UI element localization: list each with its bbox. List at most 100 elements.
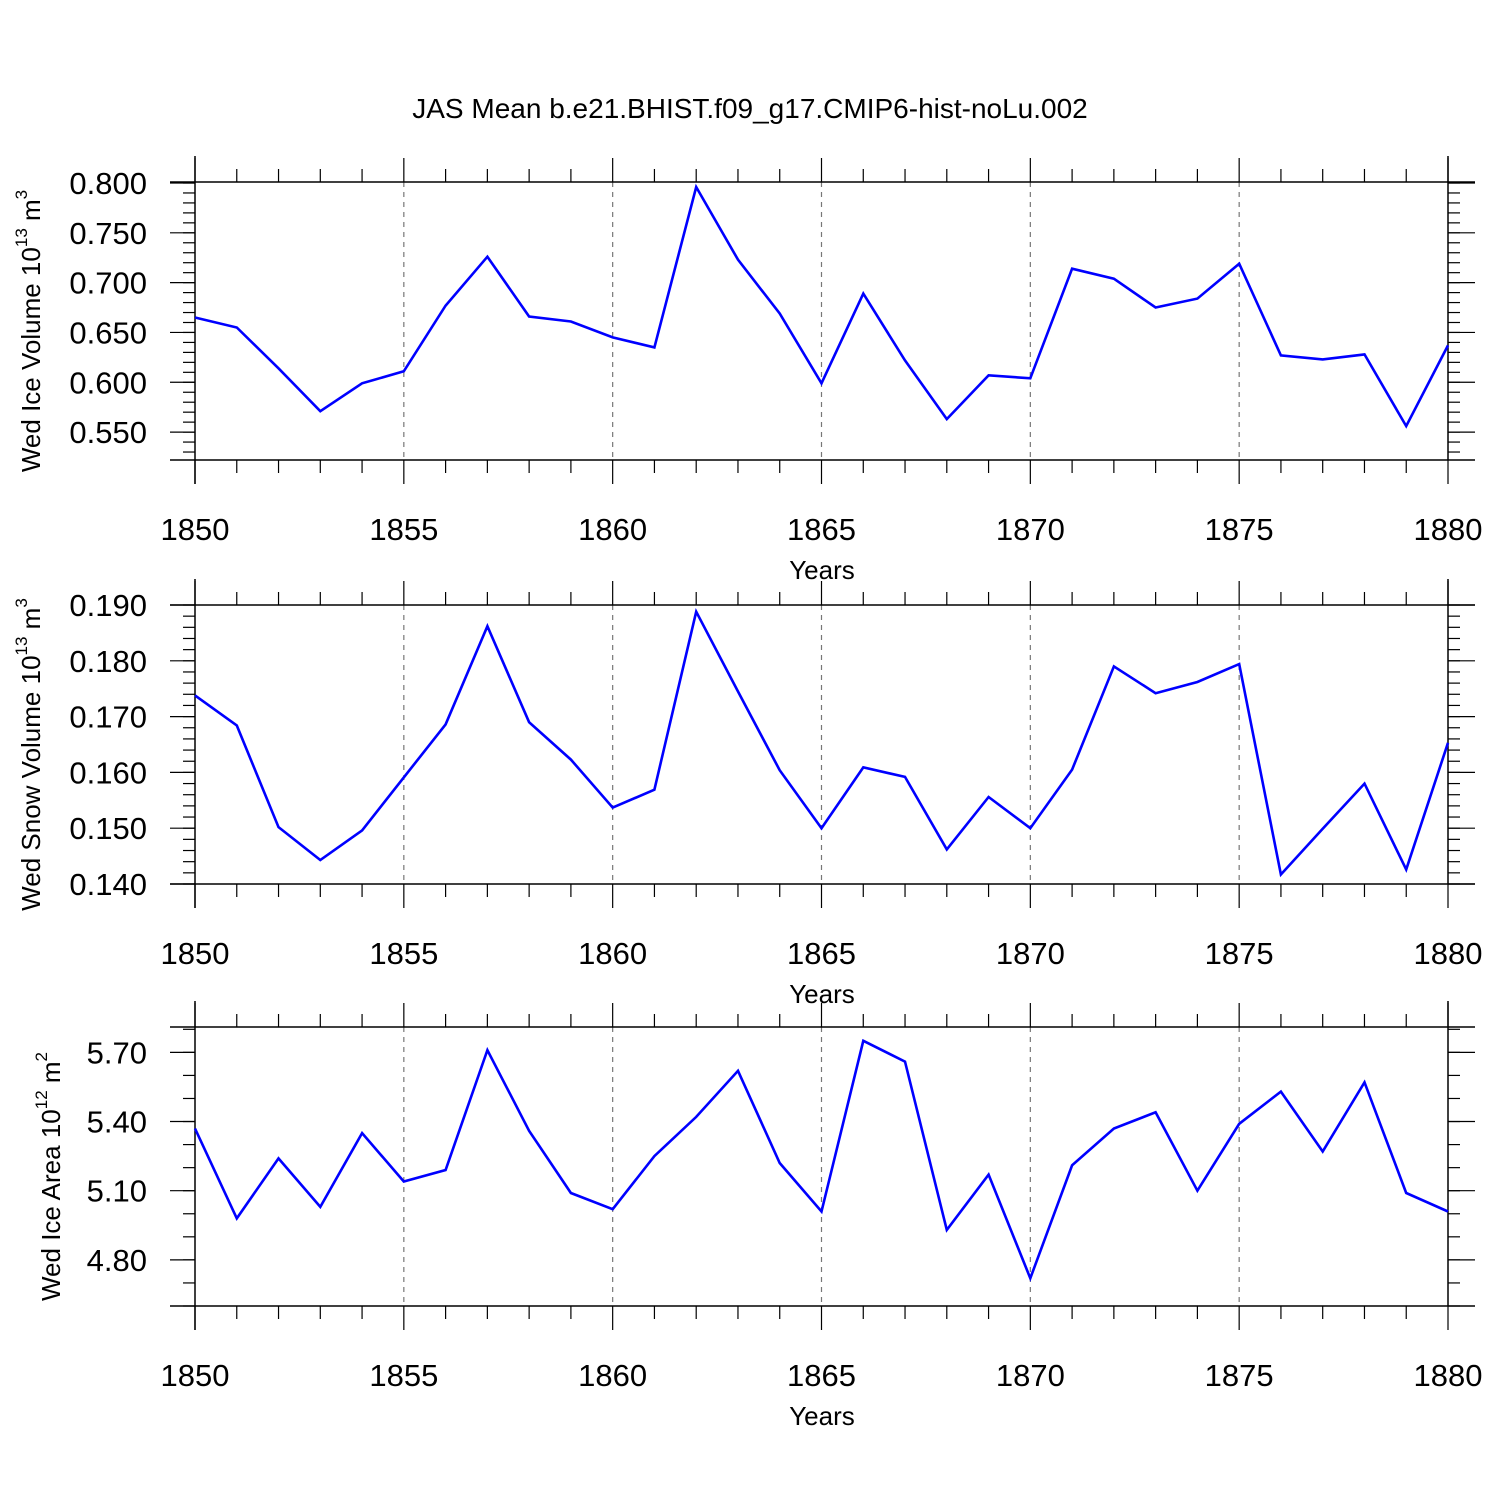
y-tick-label: 0.160 <box>69 755 147 790</box>
data-point <box>1112 277 1116 281</box>
data-point <box>1195 297 1199 301</box>
data-point <box>945 847 949 851</box>
data-point <box>485 255 489 259</box>
panel-ice-volume: Wed Ice Volume 1013 m3 Years 0.550 0.600 0… <box>12 156 1482 585</box>
data-point <box>903 358 907 362</box>
data-point <box>569 1191 573 1195</box>
x-tick-label: 1850 <box>161 512 230 547</box>
data-point <box>987 1173 991 1177</box>
x-tick-label: 1880 <box>1414 1358 1483 1393</box>
ylabel-unit: m <box>36 1061 66 1090</box>
x-tick-label: 1855 <box>369 936 438 971</box>
y-tick-label: 0.150 <box>69 811 147 846</box>
data-point <box>235 724 239 728</box>
series-line-ice-area <box>193 1038 1449 1282</box>
chart-title: JAS Mean b.e21.BHIST.f09_g17.CMIP6-hist-… <box>412 93 1088 124</box>
panel-ice-area: Wed Ice Area 1012 m2 Years 4.80 5.10 5.40 5… <box>32 1001 1482 1431</box>
data-point <box>778 312 782 316</box>
x-tick-label: 1880 <box>1414 936 1483 971</box>
x-tick-label: 1850 <box>161 1358 230 1393</box>
data-point <box>402 369 406 373</box>
ylabel-unit-exponent: 3 <box>12 598 31 607</box>
data-point <box>1070 768 1074 772</box>
xlabel-ice-volume: Years <box>789 555 855 585</box>
ylabel-ice-volume: Wed Ice Volume 1013 m3 <box>12 190 46 472</box>
data-point <box>1237 262 1241 266</box>
data-point <box>611 806 615 810</box>
data-point <box>987 373 991 377</box>
ylabel-unit-exponent: 2 <box>32 1052 51 1061</box>
x-tick-label: 1870 <box>996 1358 1065 1393</box>
x-tick-label: 1855 <box>369 512 438 547</box>
data-point <box>1363 1080 1367 1084</box>
data-point <box>611 1207 615 1211</box>
ylabel-ice-area: Wed Ice Area 1012 m2 <box>32 1052 66 1301</box>
data-point <box>318 409 322 413</box>
data-point <box>1237 1122 1241 1126</box>
data-point <box>569 758 573 762</box>
data-point <box>1279 1090 1283 1094</box>
data-point <box>360 381 364 385</box>
y-tick-label: 0.550 <box>69 415 147 450</box>
y-tick-label: 0.700 <box>69 266 147 301</box>
data-point <box>277 1156 281 1160</box>
data-point <box>820 1210 824 1214</box>
y-tick-label: 0.750 <box>69 216 147 251</box>
y-tick-label: 0.800 <box>69 166 147 201</box>
x-tick-label: 1860 <box>578 512 647 547</box>
data-point <box>527 1129 531 1133</box>
x-tick-label: 1875 <box>1205 512 1274 547</box>
data-point <box>1404 868 1408 872</box>
x-tick-label: 1860 <box>578 1358 647 1393</box>
data-point <box>444 1168 448 1172</box>
ylabel-exponent: 13 <box>12 228 31 247</box>
data-point <box>778 768 782 772</box>
xlabel-ice-area: Years <box>789 1401 855 1431</box>
data-point <box>611 335 615 339</box>
ylabel-unit-exponent: 3 <box>12 190 31 199</box>
ylabel-exponent: 13 <box>12 637 31 656</box>
data-point <box>861 765 865 769</box>
data-point <box>235 326 239 330</box>
data-point <box>277 825 281 829</box>
data-point <box>820 381 824 385</box>
data-point <box>820 826 824 830</box>
data-point <box>736 258 740 262</box>
data-point <box>1363 352 1367 356</box>
x-tick-label: 1870 <box>996 512 1065 547</box>
data-point <box>1279 353 1283 357</box>
data-point <box>945 1228 949 1232</box>
data-point <box>193 1127 197 1131</box>
data-point <box>360 1131 364 1135</box>
data-point <box>527 315 531 319</box>
data-point <box>444 722 448 726</box>
data-point <box>1070 1163 1074 1167</box>
series-line-snow-volume <box>194 608 1450 878</box>
panel-snow-volume: Wed Snow Volume 1013 m3 Years 0.1400.150… <box>12 579 1482 1009</box>
data-point <box>903 1060 907 1064</box>
data-point <box>861 1039 865 1043</box>
y-tick-label: 5.70 <box>87 1035 147 1070</box>
x-tick-label: 1855 <box>369 1358 438 1393</box>
data-point <box>1279 873 1283 877</box>
data-point <box>1404 424 1408 428</box>
data-point <box>987 795 991 799</box>
data-point <box>945 417 949 421</box>
y-tick-label: 4.80 <box>87 1243 147 1278</box>
data-point <box>235 1216 239 1220</box>
x-tick-label: 1875 <box>1205 936 1274 971</box>
data-point <box>318 858 322 862</box>
data-point <box>694 1115 698 1119</box>
data-point <box>1446 1210 1450 1214</box>
data-point <box>402 1180 406 1184</box>
y-tick-label: 0.170 <box>69 700 147 735</box>
y-tick-label: 5.10 <box>87 1174 147 1209</box>
data-point <box>1321 827 1325 831</box>
data-point <box>861 292 865 296</box>
data-point <box>1154 306 1158 310</box>
data-point <box>1028 1276 1032 1280</box>
y-tick-label: 0.650 <box>69 315 147 350</box>
data-point <box>485 624 489 628</box>
data-point <box>1404 1191 1408 1195</box>
